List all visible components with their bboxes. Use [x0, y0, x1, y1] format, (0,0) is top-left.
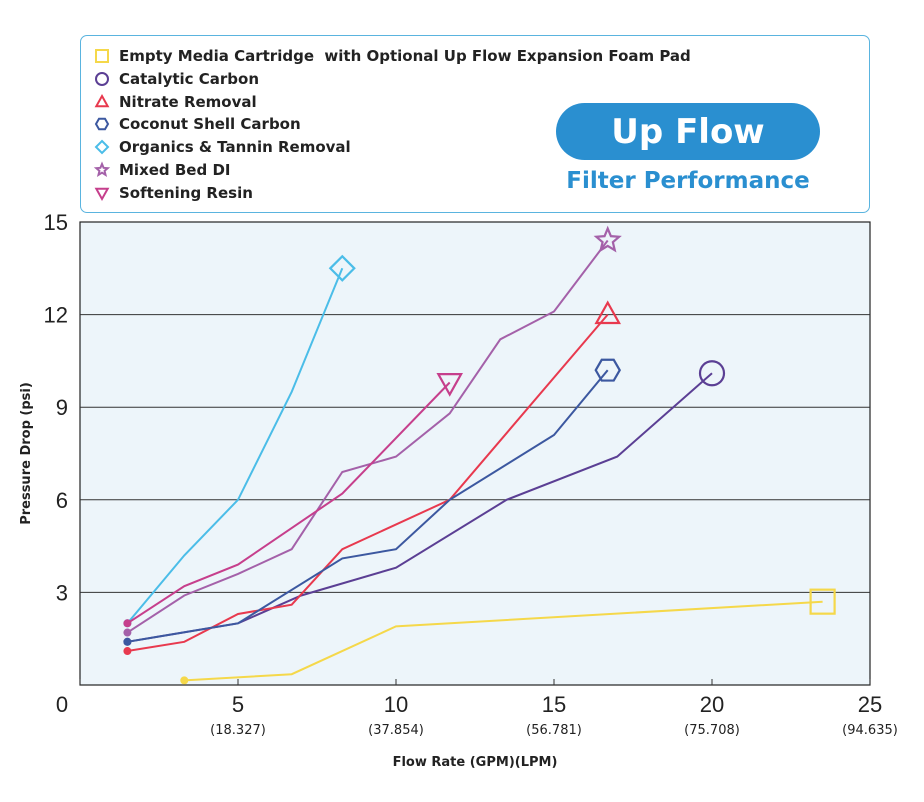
legend-item: Catalytic Carbon: [93, 69, 259, 89]
y-axis-title: Pressure Drop (psi): [19, 382, 34, 525]
legend-marker-circle-icon: [95, 71, 109, 86]
y-tick-label: 6: [56, 488, 68, 513]
gridlines: [80, 314, 870, 593]
axis-ticks: 3 6 9 12 15 0 5 (18.327) 10 (37.854) 15 (56.781) 20 (…: [44, 210, 898, 738]
x-tick-sublabel: (56.781): [526, 723, 582, 738]
series-start-point: [123, 628, 132, 637]
series-line: [126, 267, 344, 624]
legend-marker: [95, 71, 109, 86]
series-end-marker: [593, 225, 622, 253]
chart-title-badge: Up Flow: [556, 103, 820, 160]
legend-marker-diamond-icon: [94, 139, 110, 155]
legend-item: Organics & Tannin Removal: [93, 137, 351, 157]
series-square: [180, 588, 836, 685]
legend-marker-triangle-down-icon: [94, 187, 110, 201]
series-lines: [123, 225, 836, 685]
y-tick-label: 3: [56, 580, 68, 605]
legend-item: Coconut Shell Carbon: [93, 114, 301, 134]
x-tick-sublabel: (94.635): [842, 723, 898, 738]
legend-label: Coconut Shell Carbon: [119, 115, 301, 134]
y-tick-label: 15: [44, 210, 68, 235]
x-tick-label: 5: [232, 692, 244, 717]
series-start-point: [123, 647, 132, 656]
legend-item: Nitrate Removal: [93, 92, 257, 112]
legend-label: Catalytic Carbon: [119, 69, 260, 88]
plot-area: [79, 221, 871, 686]
legend-label: Mixed Bed DI: [119, 161, 231, 179]
series-line: [126, 381, 451, 625]
legend-label: Nitrate Removal: [119, 92, 257, 111]
series-star: [123, 225, 622, 637]
legend-label: Organics & Tannin Removal: [119, 138, 351, 157]
legend-marker-star-icon: [93, 161, 111, 177]
legend-marker: [94, 93, 110, 107]
legend-label: Empty Media Cartridge with Optional Up F…: [119, 47, 691, 65]
x-tick-label: 20: [700, 692, 724, 717]
series-end-marker: [594, 358, 621, 382]
legend-marker: [94, 139, 110, 155]
series-line: [127, 369, 609, 643]
series-start-point: [123, 619, 132, 628]
series-line: [184, 600, 823, 682]
x-tick-label: 0: [56, 692, 68, 717]
x-axis-title: Flow Rate (GPM)(LPM): [393, 755, 558, 770]
series-end-marker: [436, 373, 463, 397]
legend-marker-square-icon: [95, 49, 109, 63]
x-tick-label: 10: [384, 692, 408, 717]
x-tick-label: 15: [542, 692, 566, 717]
legend-item: Empty Media Cartridge with Optional Up F…: [93, 46, 691, 66]
x-tick-sublabel: (37.854): [368, 723, 424, 738]
y-tick-label: 9: [56, 395, 68, 420]
series-triangle-down: [123, 373, 463, 628]
chart-subtitle: Filter Performance: [566, 168, 810, 194]
legend-marker: [94, 187, 110, 201]
legend-marker-triangle-icon: [94, 93, 110, 107]
x-tick-sublabel: (18.327): [210, 723, 266, 738]
legend-marker: [93, 161, 111, 177]
y-tick-label: 12: [44, 303, 68, 328]
x-tick-sublabel: (75.708): [684, 723, 740, 738]
legend-item: Softening Resin: [93, 183, 253, 203]
series-end-marker: [594, 300, 621, 325]
legend-label: Softening Resin: [119, 183, 253, 202]
series-end-marker: [698, 360, 726, 387]
series-start-point: [123, 637, 132, 646]
series-hexagon: [123, 358, 621, 646]
series-end-marker: [809, 588, 836, 615]
legend-marker: [95, 49, 109, 63]
series-end-marker: [328, 254, 356, 282]
series-start-point: [180, 676, 189, 685]
legend-marker: [94, 118, 110, 131]
legend-marker-hexagon-icon: [94, 118, 110, 131]
series-line: [126, 239, 609, 634]
legend-item: Mixed Bed DI: [93, 160, 230, 180]
x-tick-label: 25: [858, 692, 882, 717]
